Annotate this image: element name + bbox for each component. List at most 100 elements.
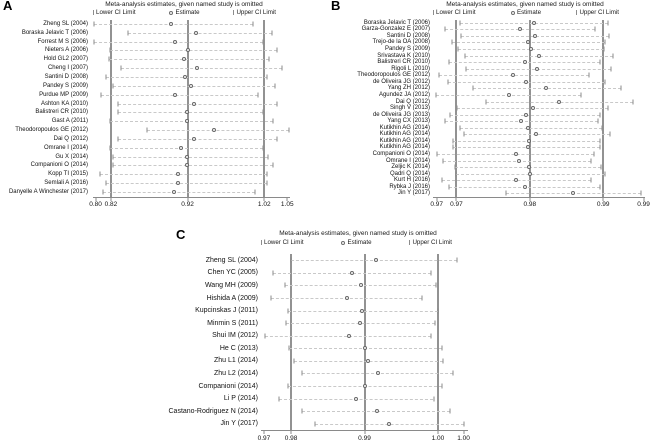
lower-ci-tick (264, 333, 266, 339)
x-axis-tick (436, 197, 438, 201)
upper-ci-tick (599, 144, 601, 150)
estimate-marker (524, 79, 529, 84)
lower-ci-tick (272, 270, 274, 276)
study-row (93, 37, 290, 46)
lower-ci-tick (457, 46, 459, 52)
study-row (433, 125, 645, 132)
legend-estimate: Estimate (510, 9, 541, 16)
panel-b-letter: B (331, 0, 341, 13)
lower-ci-tick (287, 308, 289, 314)
x-axis-tick-label: 0.97 (450, 201, 463, 208)
study-label: Cheng I (2007) (47, 65, 88, 72)
lower-ci-tick (108, 56, 110, 62)
study-label: Li P (2014) (223, 395, 258, 403)
lower-ci-tick-icon (261, 240, 262, 245)
lower-ci-tick (448, 184, 450, 190)
x-axis-tick-label: 1.05 (280, 201, 294, 208)
legend-lower-ci: Lower CI Limit (93, 9, 136, 16)
upper-ci-tick (604, 39, 606, 45)
lower-ci-tick (460, 33, 462, 39)
ci-interval-line (452, 140, 601, 142)
legend-estimate-label: Estimate (347, 239, 372, 246)
lower-ci-tick (454, 164, 456, 170)
panel-b-study-labels: Boraska Jelavic T (2006) Garza-Gonzalez E… (328, 20, 430, 197)
upper-ci-tick (441, 345, 443, 351)
estimate-marker (184, 154, 189, 159)
lower-ci-tick (120, 65, 122, 71)
ci-interval-line (460, 127, 603, 129)
ci-interval-line (94, 41, 263, 43)
panel-a-plot (93, 19, 290, 198)
lower-ci-tick (451, 39, 453, 45)
legend-estimate-label: Estimate (175, 9, 200, 16)
lower-ci-tick (146, 127, 148, 133)
x-axis-tick (263, 431, 265, 434)
estimate-marker (184, 163, 189, 168)
ci-interval-line (100, 94, 259, 96)
study-row (433, 157, 645, 164)
x-axis-tick (455, 197, 457, 201)
estimate-marker (347, 333, 352, 338)
x-axis-tick-label: 0.99 (637, 201, 650, 208)
ci-interval-line (100, 174, 268, 176)
lower-ci-tick (472, 85, 474, 91)
upper-ci-tick (588, 72, 590, 78)
study-row (93, 143, 290, 152)
study-label: Purdue MP (2009) (39, 91, 88, 98)
upper-ci-tick-icon (409, 240, 411, 245)
estimate-marker-icon (169, 10, 174, 15)
x-axis-tick-label: 0.97 (257, 434, 271, 442)
study-row (433, 151, 645, 158)
study-row (433, 170, 645, 177)
x-axis-tick (602, 197, 604, 201)
x-axis-tick (95, 197, 97, 201)
lower-ci-tick (301, 370, 303, 376)
lower-ci-tick (448, 59, 450, 65)
lower-ci-tick (284, 282, 286, 288)
study-label: Singh V (2013) (389, 105, 430, 112)
estimate-marker (168, 21, 173, 26)
upper-ci-tick (452, 370, 454, 376)
overall-reference-line (363, 254, 366, 430)
study-label: Zeljic K (2014) (391, 164, 430, 171)
study-label: Balistreri CR (2010) (377, 59, 430, 66)
estimate-marker (191, 101, 196, 106)
study-label: Kutikhin AG (2014) (379, 131, 430, 138)
upper-ci-tick (267, 154, 269, 160)
study-label: Nieters A (2006) (44, 47, 88, 54)
panel-c-legend: Lower CI Limit Estimate Upper CI Limit (261, 239, 468, 246)
estimate-marker (189, 83, 194, 88)
study-label: Kutikhin AG (2014) (379, 137, 430, 144)
study-row (261, 405, 468, 418)
estimate-marker (182, 74, 187, 79)
study-row (433, 111, 645, 118)
ci-interval-line (117, 112, 264, 114)
study-row (93, 20, 290, 29)
study-row (433, 46, 645, 53)
estimate-marker (524, 112, 529, 117)
upper-ci-tick (272, 118, 274, 124)
estimate-marker (531, 106, 536, 111)
ci-interval-line (120, 68, 282, 70)
estimate-marker (543, 86, 548, 91)
study-label: de Oliveira JG (2012) (372, 78, 430, 85)
study-label: Yang CX (2013) (387, 118, 430, 125)
lower-ci-tick (438, 72, 440, 78)
study-row (433, 26, 645, 33)
lower-ci-tick (288, 345, 290, 351)
study-row (261, 304, 468, 317)
legend-estimate: Estimate (169, 9, 200, 16)
upper-ci-tick (463, 421, 465, 427)
upper-ci-tick (594, 26, 596, 32)
ci-interval-line (106, 76, 268, 78)
study-row (93, 117, 290, 126)
upper-ci-tick (433, 396, 434, 402)
lower-ci-tick (117, 109, 119, 115)
ci-interval-line (106, 183, 268, 185)
study-row (93, 55, 290, 64)
study-row (93, 99, 290, 108)
estimate-marker (525, 125, 530, 130)
upper-ci-tick (590, 158, 592, 164)
estimate-marker (358, 321, 363, 326)
